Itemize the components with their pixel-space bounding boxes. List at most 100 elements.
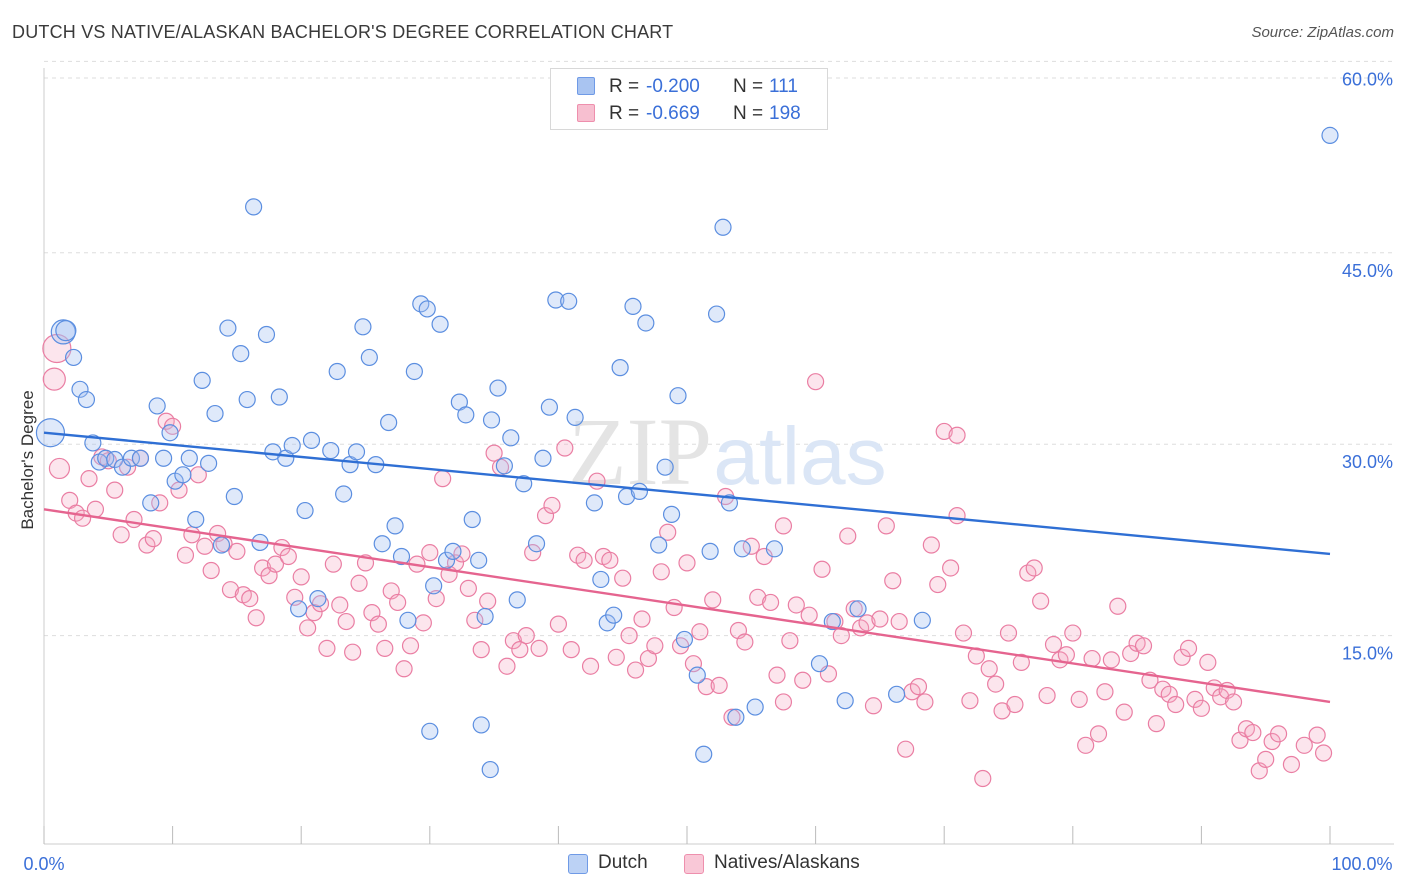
native-point [344,643,362,661]
y-tick-label: 15.0% [1342,644,1393,664]
native-point [241,589,259,608]
native-point [1102,651,1120,669]
dutch-point [270,388,288,406]
native-point [1064,624,1082,642]
dutch-point [283,436,301,455]
native-point [118,458,137,476]
native-point [935,422,953,441]
legend-r-label: R = [609,103,640,124]
dutch-point [585,494,604,512]
dutch-point [637,314,655,332]
native-point [1077,736,1095,754]
dutch-point [502,429,520,447]
legend-n-label: N = [733,76,764,97]
dutch-point [592,570,610,589]
native-point [813,560,831,578]
native-point [324,555,342,573]
native-point [106,481,124,499]
dutch-point [746,698,764,716]
native-point [774,517,793,535]
native-point [1025,559,1043,577]
native-point [806,373,825,391]
native-point [498,657,516,675]
native-point [1244,723,1262,742]
native-point [350,574,368,592]
native-point [1122,644,1140,663]
native-point [1257,750,1275,768]
dutch-point [605,606,623,624]
dutch-point [200,454,218,472]
native-point [221,581,240,599]
native-point [800,606,818,624]
y-tick-label: 30.0% [1342,452,1393,472]
native-point [652,563,670,581]
native-point [794,671,812,689]
native-point [646,637,664,655]
native-point [581,657,600,675]
native-point [530,639,548,657]
native-point [723,708,741,726]
native-point [292,568,310,586]
dutch-point [611,359,629,377]
native-point [1212,688,1230,706]
native-point [99,452,117,470]
data-points [35,126,1339,788]
native-point [331,596,349,614]
native-point [376,639,394,657]
dutch-point [64,348,83,367]
native-point [86,500,105,518]
native-point [942,559,960,577]
dutch-point [701,542,719,560]
y-tick-label: 45.0% [1342,261,1393,281]
dutch-point [193,371,211,389]
native-point [987,675,1005,693]
native-point [299,619,317,637]
dutch-point [347,443,366,461]
native-point [1314,744,1333,762]
native-point [710,676,728,694]
native-point [1192,699,1211,717]
native-point [749,588,767,606]
native-point [871,610,889,628]
dutch-point [463,510,481,529]
native-point [247,609,265,627]
trend-lines [43,431,1331,704]
dutch-point [206,404,224,423]
native-point [614,569,632,587]
native-point [1269,725,1288,743]
dutch-point [849,600,867,618]
dutch-point [131,449,150,467]
correlation-legend: R = -0.200 N = 111 R = -0.669 N = 198 [550,68,828,130]
native-point [736,633,754,651]
legend-swatch-natives [577,104,595,122]
native-point [144,530,162,548]
dutch-point [457,406,475,424]
native-point [961,692,979,710]
native-point [1179,639,1198,657]
dutch-point [154,449,173,467]
native-point [196,537,214,555]
native-point [543,496,561,515]
native-point [1109,597,1127,615]
native-point [183,526,201,544]
legend-row-natives: R = -0.669 N = 198 [551,101,827,127]
native-point [401,637,420,655]
dutch-point [547,291,565,309]
x-tick-label: 100.0% [1331,854,1392,874]
native-point [1044,635,1063,654]
native-point [761,593,780,612]
dutch-point [810,655,829,673]
dutch-point [688,666,706,684]
dutch-point [161,424,179,442]
native-point [1134,637,1153,655]
native-point [472,641,490,659]
native-point [228,542,246,560]
native-point [774,693,793,711]
native-point [1038,686,1056,705]
native-point [395,660,413,678]
native-point [633,610,651,628]
dutch-point [508,591,526,609]
legend-n-label: N = [733,103,764,124]
native-point [704,591,722,609]
legend-r-label: R = [609,76,640,97]
